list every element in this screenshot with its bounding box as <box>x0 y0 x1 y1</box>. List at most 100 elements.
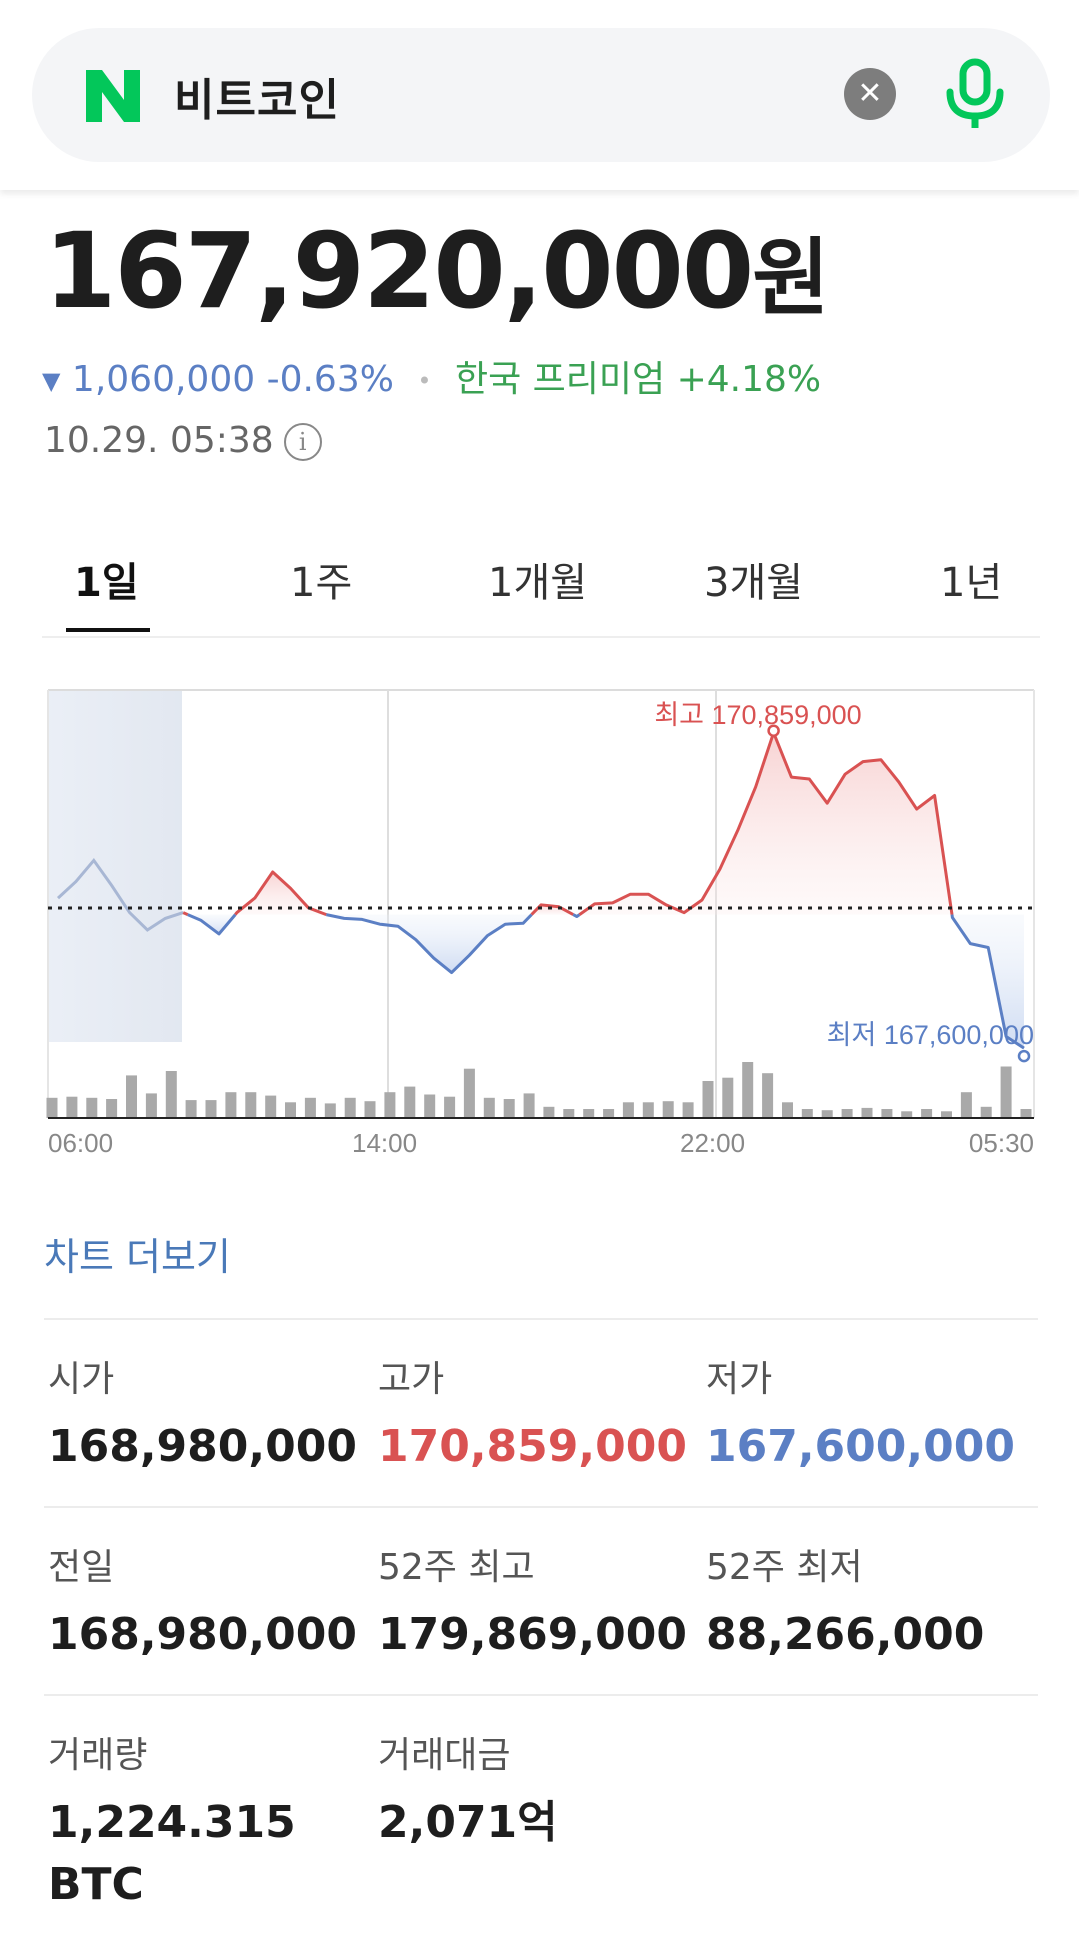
volume-bar <box>821 1110 833 1118</box>
low-marker <box>1017 1049 1031 1063</box>
tab-3month[interactable]: 3개월 <box>704 560 804 606</box>
tab-1year[interactable]: 1년 <box>940 560 1003 606</box>
volume-bar <box>722 1077 734 1118</box>
separator-dot: • <box>417 367 432 395</box>
stat-label: 52주 최저 <box>706 1547 863 1588</box>
tab-1month[interactable]: 1개월 <box>488 560 588 606</box>
stat-value: 170,859,000 <box>378 1421 687 1472</box>
volume-bar <box>225 1092 237 1118</box>
price-change: 1,060,000 -0.63% <box>71 359 394 400</box>
volume-bar <box>662 1101 674 1118</box>
volume-bar <box>881 1109 893 1118</box>
volume-bar <box>901 1111 913 1118</box>
volume-bar <box>960 1092 972 1118</box>
volume-bar <box>86 1097 98 1118</box>
stat-value: 168,980,000 <box>48 1421 357 1472</box>
korea-premium: 한국 프리미엄 +4.18% <box>455 359 822 400</box>
volume-bar <box>483 1097 495 1118</box>
volume-bar <box>603 1109 615 1118</box>
clear-icon[interactable]: ✕ <box>844 68 896 120</box>
divider <box>44 1506 1038 1508</box>
stat-label: 거래량 <box>48 1735 148 1776</box>
price-line-down <box>950 914 1025 1050</box>
price-line-up <box>182 911 189 916</box>
volume-bar <box>682 1102 694 1118</box>
high-marker <box>767 724 780 737</box>
stat-label: 저가 <box>706 1359 773 1400</box>
stat-value: 167,600,000 <box>706 1421 1015 1472</box>
volume-bar <box>980 1106 992 1118</box>
volume-bar <box>841 1109 853 1118</box>
volume-bar <box>46 1097 58 1118</box>
volume-bar <box>1020 1109 1032 1118</box>
tab-1week[interactable]: 1주 <box>290 560 353 606</box>
volume-bar <box>245 1092 257 1118</box>
price-line-down <box>325 913 533 975</box>
stat-volume: 거래량 1,224.315 BTC <box>48 1726 296 1915</box>
price-line-up <box>578 731 954 916</box>
x-tick-label: 06:00 <box>48 1128 113 1158</box>
x-tick-label: 14:00 <box>352 1128 417 1158</box>
volume-bar <box>702 1081 714 1118</box>
stat-value: 88,266,000 <box>706 1609 985 1660</box>
volume-bar <box>126 1075 137 1118</box>
price-change-row: ▼ 1,060,000 -0.63% • 한국 프리미엄 +4.18% <box>42 350 821 402</box>
volume-bar <box>344 1097 356 1118</box>
volume-bar <box>921 1109 933 1118</box>
volume-value: 1,224.315 <box>48 1797 296 1848</box>
stat-trade-value: 거래대금 2,071억 <box>378 1726 558 1854</box>
volume-bar <box>324 1103 336 1118</box>
stat-label: 52주 최고 <box>378 1547 535 1588</box>
divider <box>44 1694 1038 1696</box>
stat-high: 고가 170,859,000 <box>378 1350 687 1478</box>
tab-1day[interactable]: 1일 <box>74 560 139 606</box>
volume-bar <box>106 1099 118 1118</box>
stat-value: 168,980,000 <box>48 1609 357 1660</box>
search-input[interactable]: 비트코인 <box>174 75 340 126</box>
stat-prev-close: 전일 168,980,000 <box>48 1538 357 1666</box>
volume-bar <box>583 1109 595 1118</box>
x-tick-label: 22:00 <box>680 1128 745 1158</box>
microphone-icon[interactable] <box>940 58 1010 132</box>
price-value: 167,920,000 <box>44 210 754 332</box>
stat-52w-high: 52주 최고 179,869,000 <box>378 1538 687 1666</box>
price-line-premarket <box>56 857 184 932</box>
price-chart[interactable]: 06:00 14:00 22:00 05:30 최고 170,859,000 최… <box>0 660 1079 1180</box>
timestamp: 10.29. 05:38 <box>44 420 274 461</box>
info-icon[interactable]: i <box>283 423 322 461</box>
volume-bar <box>523 1093 535 1118</box>
pre-market-shade <box>48 690 182 1042</box>
stat-label: 전일 <box>48 1547 115 1588</box>
x-tick-label: 05:30 <box>969 1128 1034 1158</box>
stat-label: 시가 <box>48 1359 115 1400</box>
area-above-baseline <box>579 732 952 915</box>
volume-bar <box>165 1071 177 1118</box>
volume-bar <box>941 1111 952 1118</box>
volume-bar <box>66 1096 78 1118</box>
volume-bar <box>185 1100 197 1118</box>
price-line-up <box>530 903 574 916</box>
period-tabs: 1일 1주 1개월 3개월 1년 <box>42 540 1040 638</box>
volume-bar <box>503 1099 515 1118</box>
volume-bar <box>563 1109 575 1118</box>
volume-bar <box>801 1109 813 1118</box>
area-below-baseline <box>952 914 1024 1049</box>
volume-bar <box>384 1092 396 1118</box>
volume-bar <box>404 1086 416 1118</box>
stat-label: 거래대금 <box>378 1735 511 1776</box>
area-below-baseline <box>326 914 532 973</box>
volume-bar <box>285 1102 296 1118</box>
volume-bar <box>543 1106 555 1118</box>
volume-bar <box>762 1073 774 1118</box>
volume-bar <box>622 1102 634 1118</box>
volume-bar <box>444 1096 456 1118</box>
volume-bar <box>205 1100 217 1118</box>
chart-more-link[interactable]: 차트 더보기 <box>44 1235 231 1279</box>
volume-bar <box>1000 1066 1012 1118</box>
volume-bar <box>265 1095 277 1118</box>
volume-unit: BTC <box>48 1858 144 1910</box>
volume-bar <box>642 1102 654 1118</box>
volume-bar <box>861 1107 873 1118</box>
search-bar[interactable]: 비트코인 ✕ <box>32 28 1050 162</box>
volume-bar <box>364 1101 376 1118</box>
